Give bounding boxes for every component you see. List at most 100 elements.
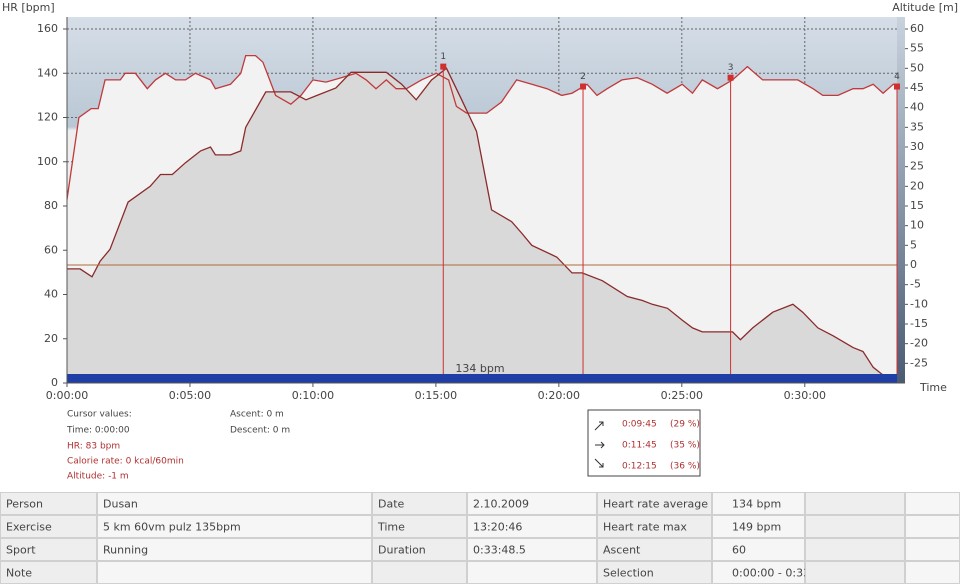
table-text: 2.10.2009 bbox=[473, 498, 529, 511]
lap-label: 2 bbox=[580, 72, 586, 82]
y2-tick-label: 10 bbox=[910, 219, 924, 232]
axis-strip bbox=[897, 17, 905, 383]
slope-time: 0:09:45 bbox=[622, 420, 657, 430]
y2-tick-label: -15 bbox=[910, 317, 928, 330]
table-text: 13:20:46 bbox=[473, 521, 522, 534]
x-tick-label: 0:25:00 bbox=[661, 389, 703, 402]
y-tick-label: 140 bbox=[37, 66, 58, 79]
table-cell bbox=[905, 561, 960, 584]
y2-tick-label: -20 bbox=[910, 337, 928, 350]
table-cell bbox=[467, 561, 597, 584]
table-cell bbox=[372, 561, 467, 584]
x-tick-label: 0:10:00 bbox=[292, 389, 334, 402]
y-tick-label: 80 bbox=[44, 199, 58, 212]
y2-tick-label: -5 bbox=[910, 278, 921, 291]
table-text: Person bbox=[6, 498, 43, 511]
lap-label: 4 bbox=[894, 72, 900, 82]
slope-percent: (29 %) bbox=[670, 420, 700, 430]
table-cell bbox=[372, 515, 467, 538]
y-label: HR [bpm] bbox=[2, 1, 55, 14]
table-cell bbox=[712, 538, 805, 561]
table-text: Exercise bbox=[6, 521, 52, 534]
table-cell bbox=[97, 515, 372, 538]
table-cell bbox=[372, 538, 467, 561]
table-text: Heart rate max bbox=[603, 521, 687, 534]
x-tick-label: 0:00:00 bbox=[46, 389, 88, 402]
cursor-altitude: Altitude: -1 m bbox=[67, 472, 129, 482]
y-tick-label: 60 bbox=[44, 243, 58, 256]
y-tick-label: 20 bbox=[44, 332, 58, 345]
y-tick-label: 160 bbox=[37, 22, 58, 35]
table-cell bbox=[467, 538, 597, 561]
table-text: Selection bbox=[603, 567, 654, 580]
table-cell bbox=[597, 492, 712, 515]
ascent: Ascent: 0 m bbox=[230, 410, 284, 420]
x-tick-label: 0:30:00 bbox=[784, 389, 826, 402]
table-text: Running bbox=[103, 544, 148, 557]
table-text: Duration bbox=[378, 544, 426, 557]
table-cell bbox=[467, 515, 597, 538]
table-cell bbox=[597, 538, 712, 561]
series-line bbox=[67, 67, 897, 376]
descent: Descent: 0 m bbox=[230, 426, 290, 436]
table-text: Heart rate average bbox=[603, 498, 708, 511]
y2-tick-label: -25 bbox=[910, 356, 928, 369]
table-cell bbox=[805, 538, 905, 561]
table-cell bbox=[805, 515, 905, 538]
table-text: Ascent bbox=[603, 544, 641, 557]
cursor-time: Time: 0:00:00 bbox=[66, 426, 130, 436]
table-text: Note bbox=[6, 567, 32, 580]
lap-label: 1 bbox=[440, 52, 446, 62]
y2-tick-label: 40 bbox=[910, 101, 924, 114]
y2-tick-label: -10 bbox=[910, 297, 928, 310]
x-label: Time bbox=[919, 381, 947, 394]
y2-label: Altitude [m] bbox=[892, 1, 958, 14]
table-text: 0:33:48.5 bbox=[473, 544, 526, 557]
table-cell bbox=[597, 515, 712, 538]
x-tick-label: 0:05:00 bbox=[169, 389, 211, 402]
table-cell bbox=[905, 538, 960, 561]
table-text: 149 bpm bbox=[732, 521, 781, 534]
average-band bbox=[67, 374, 897, 383]
table-cell bbox=[467, 492, 597, 515]
table-text: 5 km 60vm pulz 135bpm bbox=[103, 521, 241, 534]
table-cell bbox=[712, 492, 805, 515]
y2-tick-label: 0 bbox=[910, 258, 917, 271]
y2-tick-label: 5 bbox=[910, 238, 917, 251]
y-tick-label: 0 bbox=[51, 376, 58, 389]
y2-tick-label: 30 bbox=[910, 140, 924, 153]
lap-marker bbox=[440, 63, 447, 70]
slope-box bbox=[587, 409, 701, 477]
series-line bbox=[66, 54, 897, 200]
y-tick-label: 40 bbox=[44, 288, 58, 301]
y2-tick-label: 25 bbox=[910, 160, 924, 173]
y2-tick-label: 60 bbox=[910, 22, 924, 35]
lap-label: 3 bbox=[728, 63, 734, 73]
table-text: Date bbox=[378, 498, 405, 511]
slope-time: 0:12:15 bbox=[622, 462, 657, 472]
series-area bbox=[67, 68, 897, 384]
table-text: Time bbox=[377, 521, 405, 534]
table-cell bbox=[905, 515, 960, 538]
table-cell bbox=[0, 515, 97, 538]
y2-tick-label: 50 bbox=[910, 61, 924, 74]
table-text: 134 bpm bbox=[732, 498, 781, 511]
lap-marker bbox=[727, 74, 734, 81]
cursor-calorie: Calorie rate: 0 kcal/60min bbox=[67, 457, 184, 467]
x-tick-label: 0:20:00 bbox=[538, 389, 580, 402]
table-cell bbox=[0, 492, 97, 515]
slope-percent: (35 %) bbox=[670, 441, 700, 451]
table-cell bbox=[97, 492, 372, 515]
table-text: Dusan bbox=[103, 498, 138, 511]
table-cell bbox=[905, 492, 960, 515]
slope-percent: (36 %) bbox=[670, 462, 700, 472]
cursor-title: Cursor values: bbox=[67, 410, 132, 420]
cursor-hr: HR: 83 bpm bbox=[67, 442, 120, 452]
table-text: 60 bbox=[732, 544, 746, 557]
table-cell bbox=[372, 492, 467, 515]
y2-tick-label: 20 bbox=[910, 179, 924, 192]
slope-icons bbox=[594, 421, 605, 468]
table-cell bbox=[712, 515, 805, 538]
y-tick-label: 100 bbox=[37, 155, 58, 168]
